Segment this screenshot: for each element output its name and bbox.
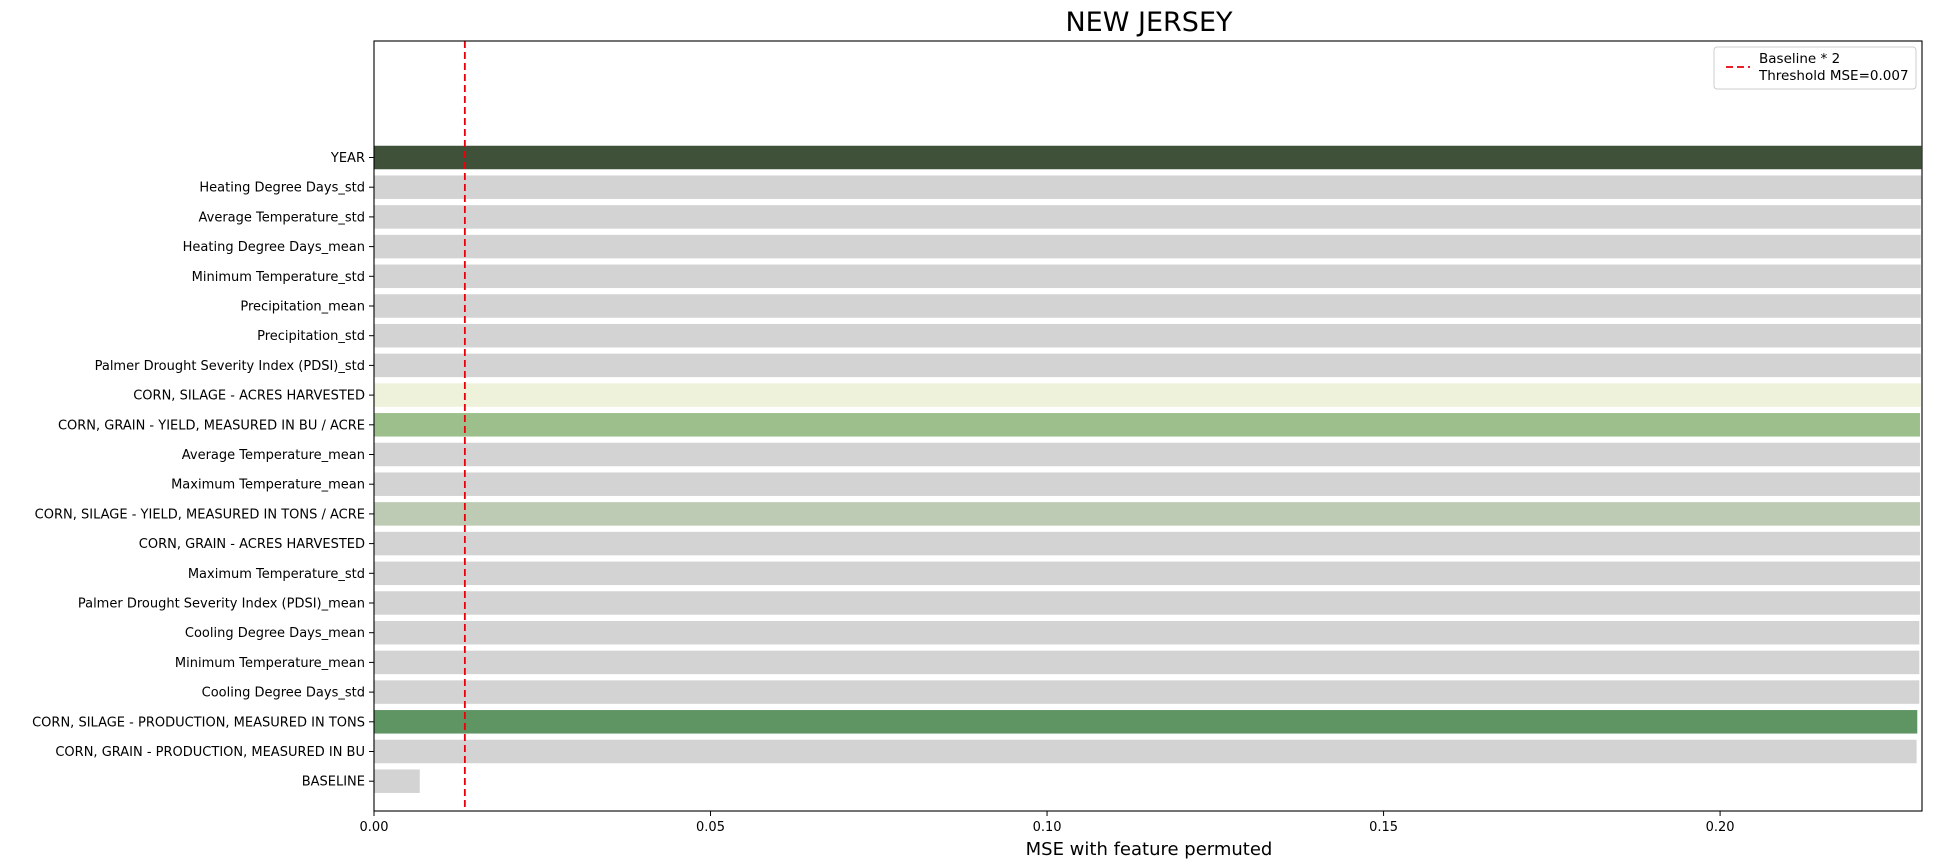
x-tick-label: 0.00	[360, 820, 389, 835]
bar	[374, 769, 420, 793]
y-tick-label: Precipitation_mean	[240, 300, 365, 315]
bar	[374, 175, 1922, 199]
y-tick-label: Heating Degree Days_std	[199, 181, 365, 196]
bar	[374, 413, 1920, 437]
y-tick-label: Palmer Drought Severity Index (PDSI)_mea…	[78, 597, 365, 612]
legend-text-line2: Threshold MSE=0.007	[1758, 68, 1909, 84]
chart-title: NEW JERSEY	[1065, 7, 1233, 38]
bar	[374, 531, 1920, 556]
bar	[374, 710, 1918, 734]
legend-box	[1713, 46, 1917, 90]
bar	[374, 323, 1921, 348]
y-tick-label: Minimum Temperature_std	[192, 270, 365, 285]
y-tick-label: Average Temperature_mean	[182, 448, 365, 463]
x-tick-label: 0.05	[696, 820, 725, 835]
y-tick-label: CORN, SILAGE - PRODUCTION, MEASURED IN T…	[32, 715, 365, 730]
bar	[374, 502, 1920, 526]
bar	[374, 205, 1921, 229]
y-tick-label: CORN, GRAIN - PRODUCTION, MEASURED IN BU	[55, 745, 365, 760]
y-tick-label: CORN, SILAGE - ACRES HARVESTED	[133, 389, 365, 404]
y-tick-label: Cooling Degree Days_mean	[185, 626, 365, 641]
bar	[374, 472, 1920, 496]
y-tick-label: CORN, GRAIN - ACRES HARVESTED	[139, 537, 365, 552]
bar	[374, 294, 1921, 318]
x-tick-label: 0.20	[1706, 820, 1735, 835]
x-axis-label: MSE with feature permuted	[1026, 839, 1273, 860]
y-tick-label: Maximum Temperature_std	[188, 567, 365, 582]
y-tick-label: Maximum Temperature_mean	[171, 478, 365, 493]
x-tick-label: 0.10	[1033, 820, 1062, 835]
legend: Baseline * 2 Threshold MSE=0.007	[1713, 46, 1917, 90]
bar	[374, 561, 1920, 586]
y-tick-label: Minimum Temperature_mean	[175, 656, 365, 671]
x-axis-ticks: 0.00 0.05 0.10 0.15 0.20	[360, 811, 1735, 835]
y-tick-label: BASELINE	[302, 775, 365, 790]
bar	[374, 145, 1922, 170]
bar	[374, 442, 1920, 467]
bar	[374, 591, 1920, 615]
legend-text-line1: Baseline * 2	[1759, 51, 1840, 67]
bar	[374, 234, 1921, 259]
bars-group	[374, 145, 1922, 793]
y-tick-label: CORN, GRAIN - YIELD, MEASURED IN BU / AC…	[58, 418, 365, 433]
bar	[374, 650, 1920, 675]
bar	[374, 353, 1921, 378]
y-tick-label: Average Temperature_std	[199, 210, 366, 225]
x-tick-label: 0.15	[1369, 820, 1398, 835]
bar	[374, 383, 1921, 407]
bar	[374, 739, 1917, 764]
y-tick-label: Cooling Degree Days_std	[202, 686, 365, 701]
y-tick-label: Heating Degree Days_mean	[183, 240, 365, 255]
y-tick-label: YEAR	[330, 151, 365, 166]
bar	[374, 264, 1921, 289]
y-tick-label: Precipitation_std	[257, 329, 365, 344]
y-tick-labels: YEAR Heating Degree Days_std Average Tempe…	[32, 151, 374, 790]
y-tick-label: Palmer Drought Severity Index (PDSI)_std	[95, 359, 365, 374]
bar	[374, 680, 1920, 704]
y-tick-label: CORN, SILAGE - YIELD, MEASURED IN TONS /…	[35, 507, 365, 522]
plot-frame	[373, 40, 1923, 812]
bar	[374, 620, 1920, 645]
